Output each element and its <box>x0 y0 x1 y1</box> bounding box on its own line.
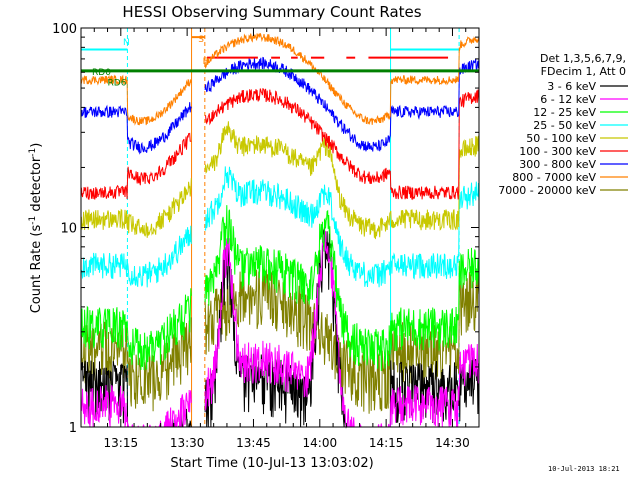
series-line-300-800-kev <box>80 56 480 155</box>
x-tick-label: 14:15 <box>369 436 404 450</box>
y-label-part-1: Count Rate (s <box>29 225 44 314</box>
x-tick-label: 14:00 <box>303 436 338 450</box>
annotation-rd6: RD6 <box>108 78 127 88</box>
axes-layer: 13:15 13:30 13:45 14:00 14:15 14:30 1 10 100 <box>52 22 479 450</box>
legend-label: 800 - 7000 keV <box>512 171 596 184</box>
x-axis-label: Start Time (10-Jul-13 13:03:02) <box>170 456 373 471</box>
annotation-s: S <box>198 35 204 45</box>
legend-header: Det 1,3,5,6,7,9, <box>540 52 626 65</box>
legend-label: 100 - 300 keV <box>519 145 596 158</box>
series-line-100-300-kev <box>80 88 480 201</box>
legend-label: 300 - 800 keV <box>519 158 596 171</box>
legend-label: 50 - 100 keV <box>526 132 596 145</box>
y-label-sup-1: -1 <box>28 216 38 225</box>
series-line-800-7000-kev <box>80 33 480 126</box>
x-tick-label: 13:30 <box>170 436 205 450</box>
legend-label: 6 - 12 keV <box>540 93 596 106</box>
x-tick-label: 13:15 <box>104 436 139 450</box>
timestamp: 10-Jul-2013 18:21 <box>548 465 620 473</box>
y-label-sup-2: -1 <box>28 148 38 157</box>
series-line-12-25-kev <box>80 205 480 372</box>
y-tick-label: 1 <box>69 421 77 436</box>
x-tick-label: 14:30 <box>435 436 470 450</box>
series-line-7000-20000-kev <box>80 268 480 414</box>
y-label-part-2: detector <box>29 156 44 216</box>
series-line-25-50-kev <box>80 166 480 288</box>
x-tick-label: 13:45 <box>236 436 271 450</box>
annotation-f: F <box>203 57 208 67</box>
annotation-n: N <box>123 38 130 48</box>
y-tick-label: 10 <box>60 222 77 237</box>
y-tick-label: 100 <box>52 22 77 37</box>
annotation-rd0: RD0 <box>92 68 111 78</box>
legend-label: 12 - 25 keV <box>533 106 596 119</box>
y-label-part-3: ) <box>29 143 44 148</box>
y-axis-label: Count Rate (s-1 detector-1) <box>28 143 44 314</box>
legend-label: 3 - 6 keV <box>547 80 596 93</box>
chart-title: HESSI Observing Summary Count Rates <box>122 3 421 21</box>
legend-label: 7000 - 20000 keV <box>498 184 596 197</box>
series-line-50-100-kev <box>80 121 480 240</box>
legend: Det 1,3,5,6,7,9,FDecim 1, Att 0 3 - 6 keV… <box>498 52 628 197</box>
legend-header: FDecim 1, Att 0 <box>541 65 626 78</box>
legend-label: 25 - 50 keV <box>533 119 596 132</box>
